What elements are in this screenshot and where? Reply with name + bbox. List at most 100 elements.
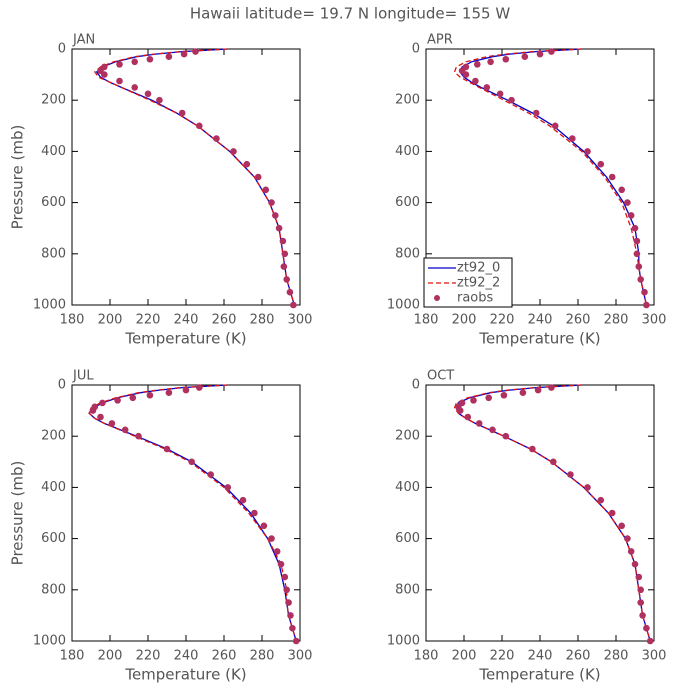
raobs-point xyxy=(268,535,275,542)
raobs-point xyxy=(631,560,639,568)
raobs-point xyxy=(146,391,154,399)
raobs-point xyxy=(532,109,540,117)
raobs-point xyxy=(260,522,268,530)
x-tick-label: 200 xyxy=(452,649,477,664)
x-tick-label: 260 xyxy=(566,313,591,328)
raobs-point xyxy=(280,263,288,270)
y-tick-label: 1000 xyxy=(33,634,66,649)
raobs-point xyxy=(135,432,142,440)
y-tick-label: 600 xyxy=(395,195,420,210)
raobs-point xyxy=(489,426,496,434)
x-tick-label: 240 xyxy=(174,313,199,328)
panel-label: JAN xyxy=(72,33,95,48)
raobs-point xyxy=(131,84,138,91)
profile-line xyxy=(95,48,295,306)
y-tick-label: 800 xyxy=(395,246,420,261)
raobs-point xyxy=(144,90,152,98)
raobs-point xyxy=(584,148,591,155)
x-tick-label: 200 xyxy=(452,313,477,328)
x-tick-label: 240 xyxy=(174,649,199,664)
raobs-point xyxy=(196,122,203,130)
raobs-point xyxy=(464,413,472,421)
raobs-point xyxy=(243,160,251,168)
x-tick-label: 260 xyxy=(212,313,237,328)
y-tick-label: 400 xyxy=(41,144,66,159)
x-tick-label: 280 xyxy=(604,649,629,664)
profile-line xyxy=(453,384,651,642)
x-tick-label: 300 xyxy=(288,313,313,328)
x-tick-label: 280 xyxy=(250,649,275,664)
raobs-point xyxy=(627,548,635,555)
raobs-point xyxy=(101,71,108,78)
x-tick-label: 180 xyxy=(60,313,85,328)
raobs-point xyxy=(618,186,625,194)
raobs-point xyxy=(178,109,186,117)
plot-frame xyxy=(425,48,655,306)
y-tick-label: 400 xyxy=(395,480,420,495)
raobs-point xyxy=(224,484,232,491)
y-tick-label: 0 xyxy=(58,378,66,393)
raobs-point xyxy=(99,399,106,407)
raobs-point xyxy=(633,237,641,245)
x-tick-label: 180 xyxy=(414,313,439,328)
raobs-point xyxy=(275,224,283,232)
raobs-point xyxy=(641,288,648,296)
x-tick-label: 280 xyxy=(604,313,629,328)
raobs-point xyxy=(97,413,104,421)
raobs-point xyxy=(254,173,262,181)
legend-swatch xyxy=(434,295,440,301)
raobs-point xyxy=(281,250,289,258)
x-tick-label: 260 xyxy=(212,649,237,664)
x-tick-label: 240 xyxy=(528,313,553,328)
x-axis-label: Temperature (K) xyxy=(124,330,246,348)
x-tick-label: 200 xyxy=(98,313,123,328)
raobs-point xyxy=(633,250,641,258)
raobs-point xyxy=(251,509,258,517)
raobs-point xyxy=(567,471,574,478)
y-axis-label: Pressure (mb) xyxy=(9,125,27,230)
x-tick-label: 300 xyxy=(288,649,313,664)
profile-line xyxy=(93,48,295,306)
raobs-point xyxy=(108,420,116,427)
raobs-point xyxy=(156,96,163,104)
raobs-point xyxy=(213,135,220,142)
raobs-point xyxy=(627,212,635,219)
raobs-point xyxy=(277,560,285,568)
raobs-point xyxy=(292,637,300,645)
raobs-point xyxy=(502,432,510,440)
y-tick-label: 800 xyxy=(41,582,66,597)
y-tick-label: 600 xyxy=(395,531,420,546)
plot-frame xyxy=(425,384,655,642)
y-tick-label: 1000 xyxy=(387,634,420,649)
profile-line xyxy=(453,48,648,306)
raobs-point xyxy=(285,599,292,606)
raobs-point xyxy=(146,55,154,63)
raobs-point xyxy=(163,445,171,453)
raobs-point xyxy=(262,186,270,194)
y-tick-label: 0 xyxy=(58,42,66,57)
raobs-point xyxy=(550,458,557,466)
x-axis-label: Temperature (K) xyxy=(478,330,600,348)
raobs-point xyxy=(608,173,616,181)
x-tick-label: 260 xyxy=(566,649,591,664)
figure-title: Hawaii latitude= 19.7 N longitude= 155 W xyxy=(190,5,510,23)
raobs-point xyxy=(496,90,504,98)
profile-line xyxy=(88,384,297,642)
raobs-point xyxy=(646,637,654,645)
raobs-point xyxy=(165,53,173,60)
panel-label: APR xyxy=(427,33,453,48)
raobs-point xyxy=(131,58,138,66)
raobs-point xyxy=(470,397,477,404)
raobs-point xyxy=(635,573,643,581)
raobs-point xyxy=(290,301,297,309)
panel-label: JUL xyxy=(72,369,94,384)
raobs-point xyxy=(500,391,508,399)
raobs-point xyxy=(643,624,650,632)
raobs-point xyxy=(129,394,137,402)
raobs-point xyxy=(281,573,289,581)
raobs-point xyxy=(116,77,123,85)
y-tick-label: 600 xyxy=(41,195,66,210)
y-tick-label: 200 xyxy=(395,429,420,444)
raobs-point xyxy=(502,55,510,63)
